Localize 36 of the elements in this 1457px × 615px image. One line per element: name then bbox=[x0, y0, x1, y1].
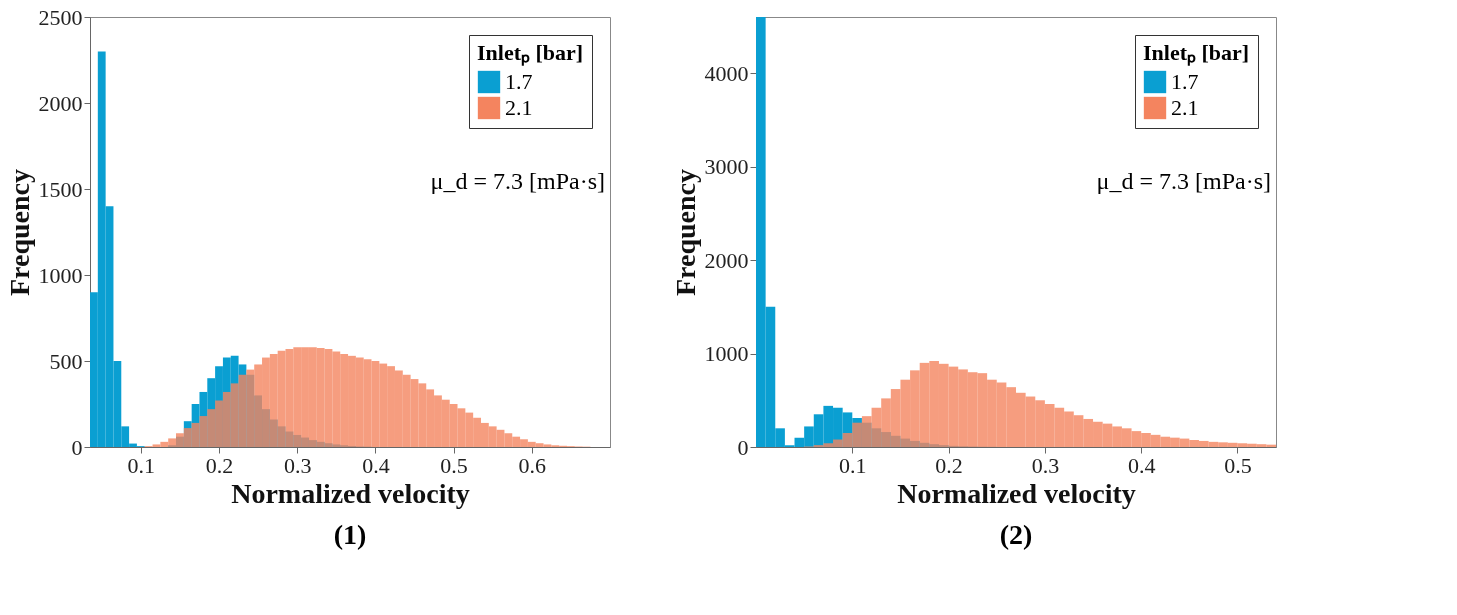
x-tick-label: 0.1 bbox=[839, 452, 867, 478]
annotation: μ_d = 7.3 [mPa·s] bbox=[430, 168, 605, 194]
y-tick-label: 3000 bbox=[704, 154, 749, 180]
x-tick-label: 0.2 bbox=[935, 452, 963, 478]
text: (1) bbox=[333, 519, 367, 550]
y-tick-label: 2000 bbox=[38, 90, 83, 116]
x-tick-label: 0.5 bbox=[440, 452, 468, 478]
x-tick-label: 0.1 bbox=[127, 452, 156, 478]
y-tick-label: 2000 bbox=[704, 247, 749, 273]
legend-label: 1.7 bbox=[505, 69, 533, 94]
x-axis-title: Normalized velocity bbox=[897, 477, 1136, 509]
x-tick-label: 0.6 bbox=[518, 452, 547, 478]
annotation: μ_d = 7.3 [mPa·s] bbox=[1096, 168, 1271, 194]
legend-label: 2.1 bbox=[1171, 95, 1199, 120]
x-axis-title: Normalized velocity bbox=[231, 477, 470, 509]
x-tick-label: 0.3 bbox=[283, 452, 312, 478]
y-axis-title: Frequency bbox=[669, 168, 701, 297]
y-tick-label: 0 bbox=[71, 434, 83, 460]
x-tick-label: 0.3 bbox=[1031, 452, 1060, 478]
y-tick-label: 500 bbox=[49, 348, 83, 374]
y-tick-label: 2500 bbox=[38, 4, 83, 30]
y-tick-label: 1500 bbox=[38, 176, 83, 202]
legend-title: Inletₚ [bar] bbox=[1143, 40, 1250, 66]
y-tick-label: 1000 bbox=[704, 341, 749, 367]
text: (2) bbox=[999, 519, 1033, 550]
x-tick-label: 0.2 bbox=[205, 452, 234, 478]
x-tick-label: 0.4 bbox=[362, 452, 390, 478]
y-axis-title: Frequency bbox=[3, 168, 35, 297]
legend-label: 1.7 bbox=[1171, 69, 1199, 94]
y-tick-label: 0 bbox=[737, 434, 749, 460]
y-tick-label: 1000 bbox=[38, 262, 83, 288]
x-tick-label: 0.4 bbox=[1127, 452, 1156, 478]
legend-title: Inletₚ [bar] bbox=[477, 40, 584, 66]
y-tick-label: 4000 bbox=[704, 60, 749, 86]
legend-label: 2.1 bbox=[505, 95, 533, 120]
x-tick-label: 0.5 bbox=[1224, 452, 1252, 478]
